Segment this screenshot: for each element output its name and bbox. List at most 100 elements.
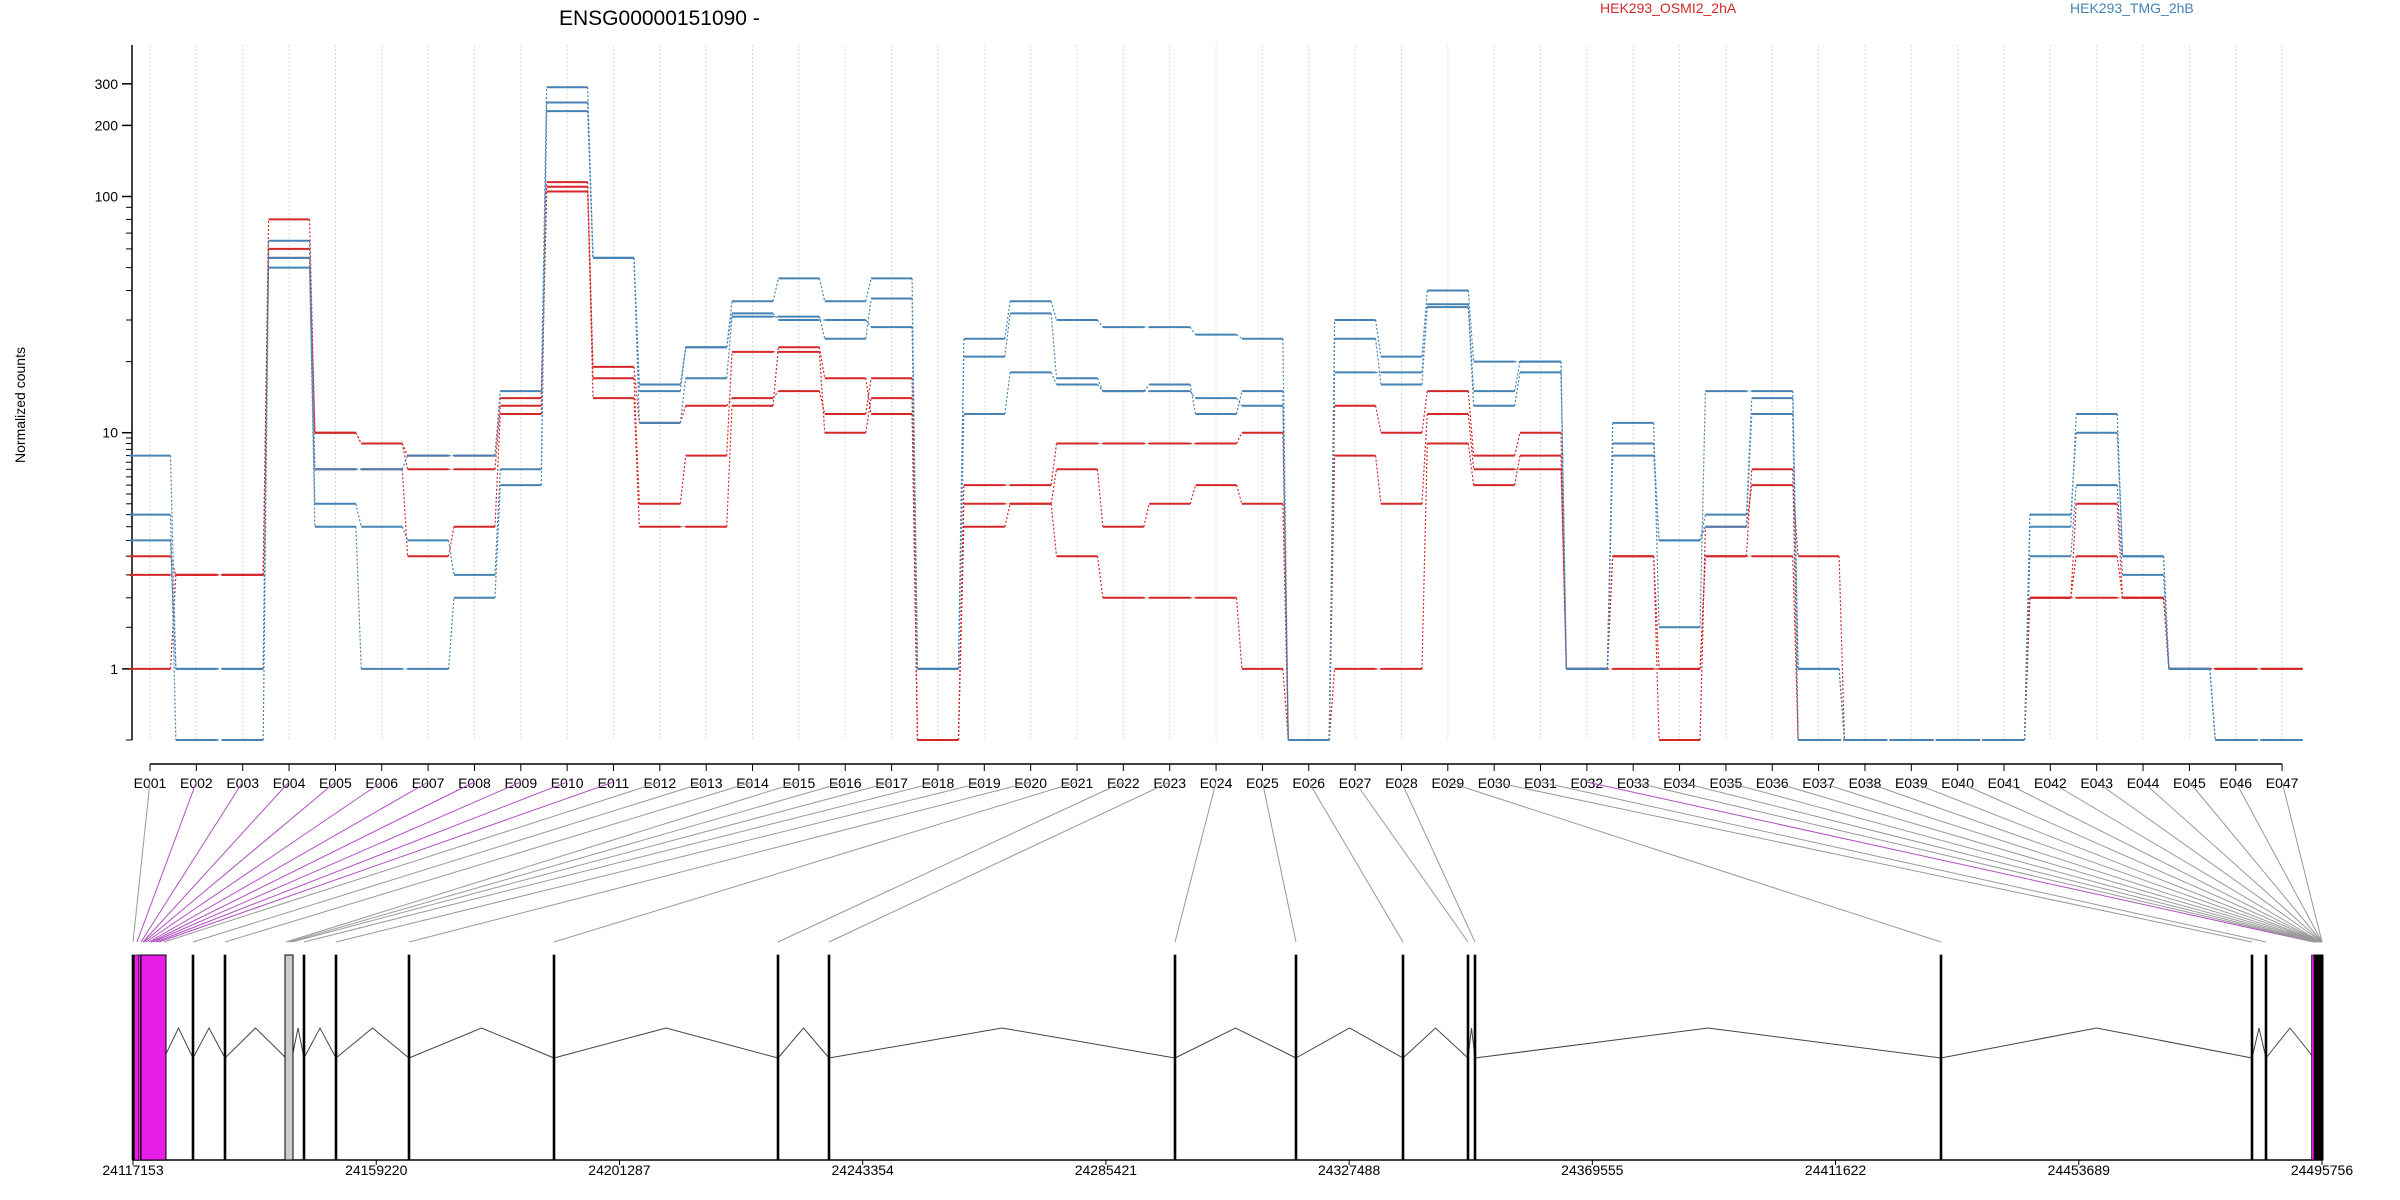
series-2-step	[1004, 372, 1011, 415]
x-tick-label: E037	[1802, 775, 1835, 791]
intron	[303, 1026, 337, 1059]
series-2-step	[1606, 455, 1614, 669]
series-1-step	[308, 219, 316, 433]
intron	[224, 1027, 287, 1059]
series-1-step	[1838, 556, 1846, 741]
exon-connector	[224, 781, 753, 943]
series-2-step	[1189, 390, 1197, 399]
series-1-step	[633, 378, 640, 504]
x-tick-label: E033	[1617, 775, 1650, 791]
series-1-step	[679, 405, 687, 424]
exon-connector	[148, 781, 429, 943]
exon-connector	[145, 781, 383, 943]
exon-connector	[143, 781, 336, 943]
x-tick-label: E020	[1014, 775, 1047, 791]
series-2-step	[494, 391, 501, 456]
exon-connector	[285, 781, 800, 943]
exon-block	[552, 954, 556, 1161]
genomic-tick-label: 24201287	[588, 1162, 651, 1178]
series-2-step	[911, 327, 919, 669]
exon-connector	[163, 781, 661, 943]
exon-block	[334, 954, 338, 1161]
series-1-step	[818, 347, 826, 379]
series-2-step	[1699, 526, 1706, 541]
series-2-step	[2023, 556, 2031, 741]
series-1-step	[1606, 556, 1614, 669]
series-1-step	[911, 398, 919, 741]
series-1-step	[1514, 455, 1521, 486]
exon-block	[2264, 954, 2268, 1161]
series-2-step	[1189, 326, 1197, 336]
exon-connector	[828, 781, 1170, 943]
series-2-step	[2070, 432, 2077, 515]
series-1-step	[1236, 432, 1243, 444]
y-tick-label: 1	[110, 661, 118, 677]
x-tick-label: E030	[1478, 775, 1511, 791]
series-1-step	[1235, 484, 1243, 504]
genomic-tick-label: 24327488	[1318, 1162, 1381, 1178]
exon-connector	[1586, 781, 2315, 943]
x-tick-label: E010	[551, 775, 584, 791]
genomic-tick-label: 24495756	[2291, 1162, 2354, 1178]
series-1-step	[726, 405, 733, 527]
x-tick-label: E015	[783, 775, 816, 791]
series-2-step	[262, 257, 270, 741]
exon-connector	[553, 781, 1078, 943]
intron	[163, 1026, 194, 1059]
exon-connector	[1354, 781, 1469, 943]
exon-block	[1466, 954, 1470, 1161]
x-tick-label: E009	[504, 775, 537, 791]
series-2-step	[1421, 307, 1428, 373]
exon-connector	[291, 781, 892, 943]
y-tick-label: 100	[95, 189, 119, 205]
exon-connector	[1174, 781, 1217, 943]
exon-connector	[1308, 781, 1404, 943]
y-tick-label: 10	[102, 425, 118, 441]
series-2-step	[2023, 514, 2031, 741]
series-1-step	[1328, 455, 1336, 741]
exon-connector	[192, 781, 707, 943]
x-tick-label: E040	[1941, 775, 1974, 791]
series-1-step	[401, 443, 409, 470]
series-2-step	[1514, 361, 1521, 392]
exon-block	[284, 954, 294, 1161]
exon-connector	[1400, 781, 1476, 943]
exon-block	[1294, 954, 1298, 1161]
intron	[335, 1027, 410, 1059]
series-1-step	[2070, 556, 2077, 598]
intron	[192, 1026, 226, 1059]
x-tick-label: E012	[643, 775, 676, 791]
series-layer	[129, 86, 2303, 741]
exon-connector	[1864, 781, 2321, 943]
x-tick-label: E045	[2173, 775, 2206, 791]
y-tick-label: 300	[95, 76, 119, 92]
exon-connector	[150, 781, 475, 943]
intron	[553, 1027, 779, 1059]
series-2-step	[1004, 313, 1011, 357]
series-2-step	[1560, 372, 1567, 669]
exon-connector	[158, 781, 614, 943]
series-1-step	[1004, 503, 1011, 527]
x-tick-label: E004	[273, 775, 306, 791]
x-tick-label: E031	[1524, 775, 1557, 791]
series-2-step	[2116, 485, 2124, 575]
intron	[1940, 1027, 2253, 1059]
series-1-step	[1421, 413, 1428, 504]
series-1-step	[494, 405, 501, 470]
x-tick-label: E005	[319, 775, 352, 791]
series-2-step	[1050, 313, 1058, 379]
exon-connector	[155, 781, 568, 943]
exon-connector	[152, 781, 521, 943]
exon-connector	[1957, 781, 2322, 943]
exon-connector	[1447, 781, 1942, 943]
y-tick-label: 200	[95, 117, 119, 133]
series-2-step	[308, 257, 316, 504]
intron	[1474, 1027, 1942, 1059]
series-2-step	[1699, 514, 1706, 541]
series-1-step	[1421, 443, 1428, 669]
series-1-step	[1745, 485, 1753, 527]
intron	[1402, 1027, 1469, 1059]
series-2-step	[1699, 391, 1706, 628]
exon-connector	[1633, 781, 2316, 943]
exon-connector	[2281, 781, 2323, 943]
